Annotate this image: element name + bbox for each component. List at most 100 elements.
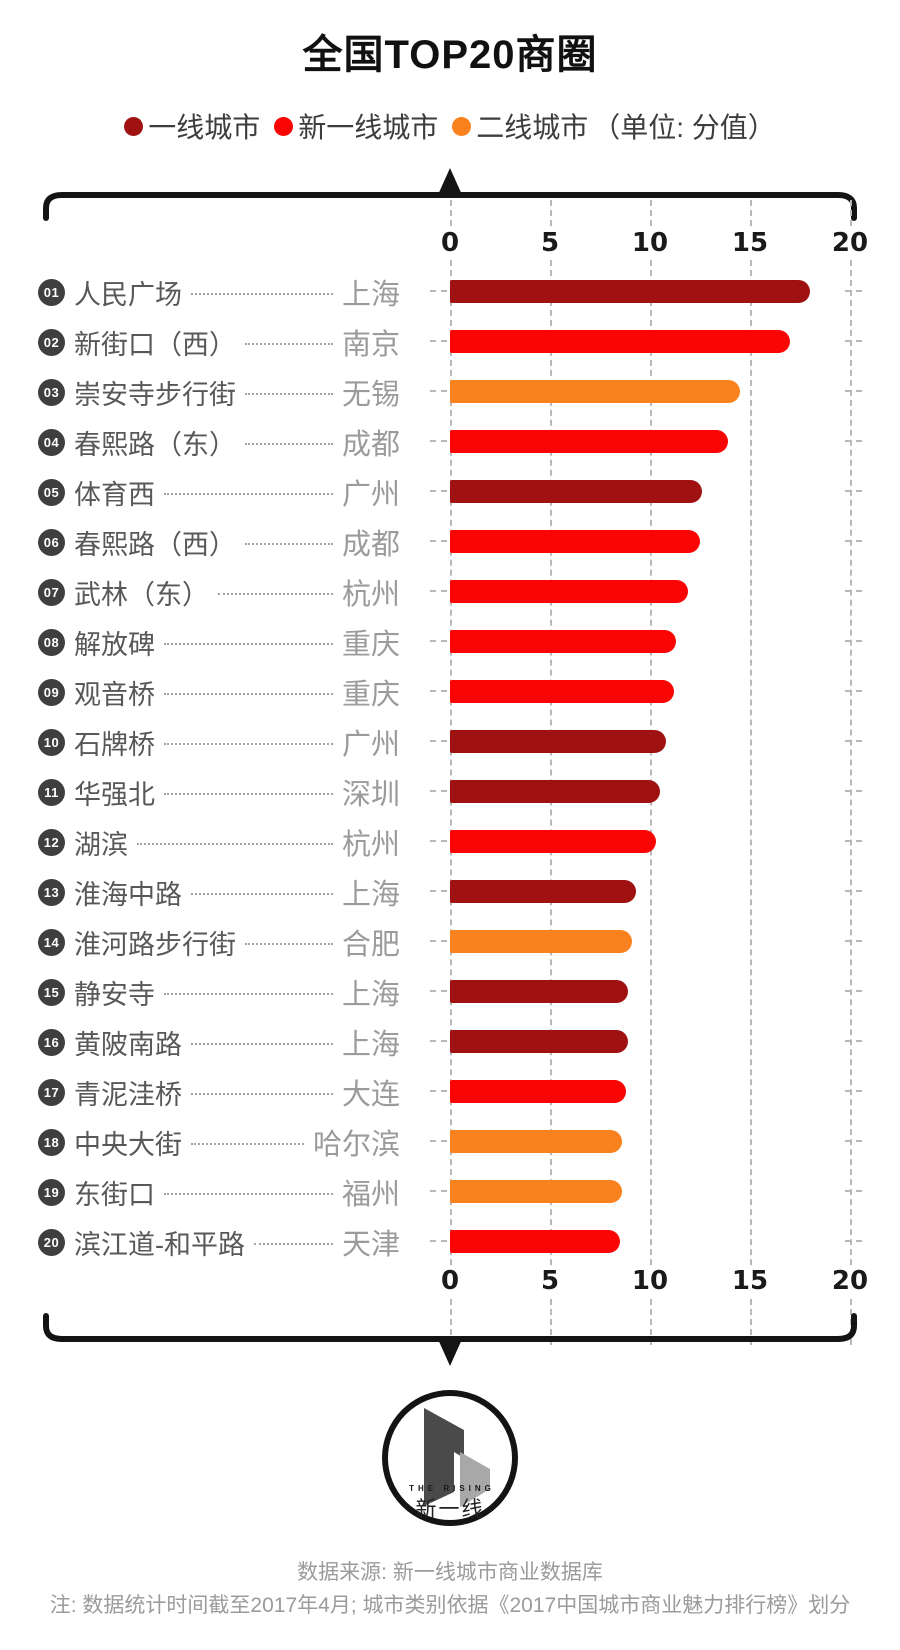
rank-badge: 01 <box>38 278 65 306</box>
table-row: 01 人民广场 上海 <box>0 267 900 317</box>
tier2-dot-icon <box>274 116 294 136</box>
leader-dots <box>164 693 333 695</box>
row-labels: 16 黄陂南路 上海 <box>38 1017 400 1067</box>
row-labels: 02 新街口（西） 南京 <box>38 317 400 367</box>
table-row: 19 东街口 福州 <box>0 1167 900 1217</box>
row-labels: 14 淮河路步行街 合肥 <box>38 917 400 967</box>
zero-axis-dash-icon <box>430 440 447 442</box>
the-rising-logo: THE RISING 新一线 <box>382 1390 518 1526</box>
legend-label-tier2: 新一线城市 <box>298 112 439 143</box>
footnote-text: 注: 数据统计时间截至2017年4月; 城市类别依据《2017中国城市商业魅力排… <box>49 1594 851 1617</box>
leader-dots <box>191 893 333 895</box>
legend-unit-label: （单位: 分值） <box>592 112 776 143</box>
rank-badge: 17 <box>38 1078 65 1106</box>
district-label: 解放碑 <box>74 629 155 660</box>
rank-badge: 13 <box>38 878 65 906</box>
score-bar <box>450 1230 620 1253</box>
right-axis-dash-icon <box>845 890 862 892</box>
rank-badge: 12 <box>38 828 65 856</box>
right-axis-dash-icon <box>845 740 862 742</box>
right-axis-dash-icon <box>845 1140 862 1142</box>
tier3-dot-icon <box>452 116 472 136</box>
city-label: 成都 <box>341 529 400 561</box>
gridline <box>550 200 552 1345</box>
district-label: 淮河路步行街 <box>74 929 236 960</box>
legend-label-tier3: 二线城市 <box>476 112 589 143</box>
district-label: 体育西 <box>74 479 155 510</box>
right-axis-dash-icon <box>845 590 862 592</box>
leader-dots <box>164 993 333 995</box>
table-row: 10 石牌桥 广州 <box>0 717 900 767</box>
district-label: 湖滨 <box>74 829 128 860</box>
table-row: 12 湖滨 杭州 <box>0 817 900 867</box>
score-bar <box>450 1130 622 1153</box>
score-bar <box>450 780 660 803</box>
leader-dots <box>164 643 333 645</box>
table-row: 11 华强北 深圳 <box>0 767 900 817</box>
score-bar <box>450 280 810 303</box>
right-axis-dash-icon <box>845 540 862 542</box>
gridline <box>850 200 852 1345</box>
leader-dots <box>191 293 333 295</box>
score-bar <box>450 1180 622 1203</box>
score-bar <box>450 330 790 353</box>
axis-tick-label: 10 <box>624 228 676 258</box>
gridline <box>450 200 452 1345</box>
city-label: 南京 <box>341 329 400 361</box>
right-axis-dash-icon <box>845 1240 862 1242</box>
table-row: 02 新街口（西） 南京 <box>0 317 900 367</box>
leader-dots <box>191 1043 333 1045</box>
table-row: 20 滨江道-和平路 天津 <box>0 1217 900 1267</box>
table-row: 15 静安寺 上海 <box>0 967 900 1017</box>
axis-tick-label: 10 <box>624 1266 676 1296</box>
row-labels: 19 东街口 福州 <box>38 1167 400 1217</box>
city-label: 天津 <box>341 1229 400 1261</box>
zero-axis-dash-icon <box>430 1090 447 1092</box>
rank-badge: 20 <box>38 1228 65 1256</box>
district-label: 滨江道-和平路 <box>74 1229 245 1260</box>
right-axis-dash-icon <box>845 1040 862 1042</box>
row-labels: 03 崇安寺步行街 无锡 <box>38 367 400 417</box>
rank-badge: 11 <box>38 778 65 806</box>
city-label: 重庆 <box>341 679 400 711</box>
logo-text-en: THE RISING <box>409 1484 495 1493</box>
bottom-arrow-icon <box>437 1337 463 1366</box>
row-labels: 01 人民广场 上海 <box>38 267 400 317</box>
axis-tick-label: 15 <box>724 228 776 258</box>
district-label: 石牌桥 <box>74 729 155 760</box>
city-label: 福州 <box>341 1179 400 1211</box>
right-axis-dash-icon <box>845 990 862 992</box>
city-label: 大连 <box>341 1079 400 1111</box>
zero-axis-dash-icon <box>430 1240 447 1242</box>
city-label: 上海 <box>341 279 400 311</box>
zero-axis-dash-icon <box>430 390 447 392</box>
rank-badge: 07 <box>38 578 65 606</box>
page-title: 全国TOP20商圈 <box>302 33 598 77</box>
table-row: 07 武林（东） 杭州 <box>0 567 900 617</box>
chart-rows: 01 人民广场 上海 02 新街口（西） 南京 03 崇安寺步行街 无锡 <box>0 267 900 1267</box>
right-axis-dash-icon <box>845 440 862 442</box>
logo-text-cn: 新一线 <box>415 1498 485 1521</box>
leader-dots <box>164 743 333 745</box>
row-labels: 18 中央大街 哈尔滨 <box>38 1117 400 1167</box>
axis-tick-label: 0 <box>433 228 467 258</box>
rank-badge: 06 <box>38 528 65 556</box>
city-label: 哈尔滨 <box>312 1129 400 1161</box>
city-label: 重庆 <box>341 629 400 661</box>
district-label: 观音桥 <box>74 679 155 710</box>
right-axis-dash-icon <box>845 340 862 342</box>
district-label: 人民广场 <box>74 279 182 310</box>
district-label: 中央大街 <box>74 1129 182 1160</box>
tier1-dot-icon <box>124 116 144 136</box>
rank-badge: 16 <box>38 1028 65 1056</box>
row-labels: 11 华强北 深圳 <box>38 767 400 817</box>
logo-buildings-icon <box>424 1408 490 1507</box>
district-label: 春熙路（西） <box>74 529 236 560</box>
leader-dots <box>137 843 333 845</box>
row-labels: 06 春熙路（西） 成都 <box>38 517 400 567</box>
zero-axis-dash-icon <box>430 1140 447 1142</box>
city-label: 上海 <box>341 879 400 911</box>
axis-tick-label: 5 <box>533 1266 567 1296</box>
zero-axis-dash-icon <box>430 890 447 892</box>
leader-dots <box>164 493 333 495</box>
